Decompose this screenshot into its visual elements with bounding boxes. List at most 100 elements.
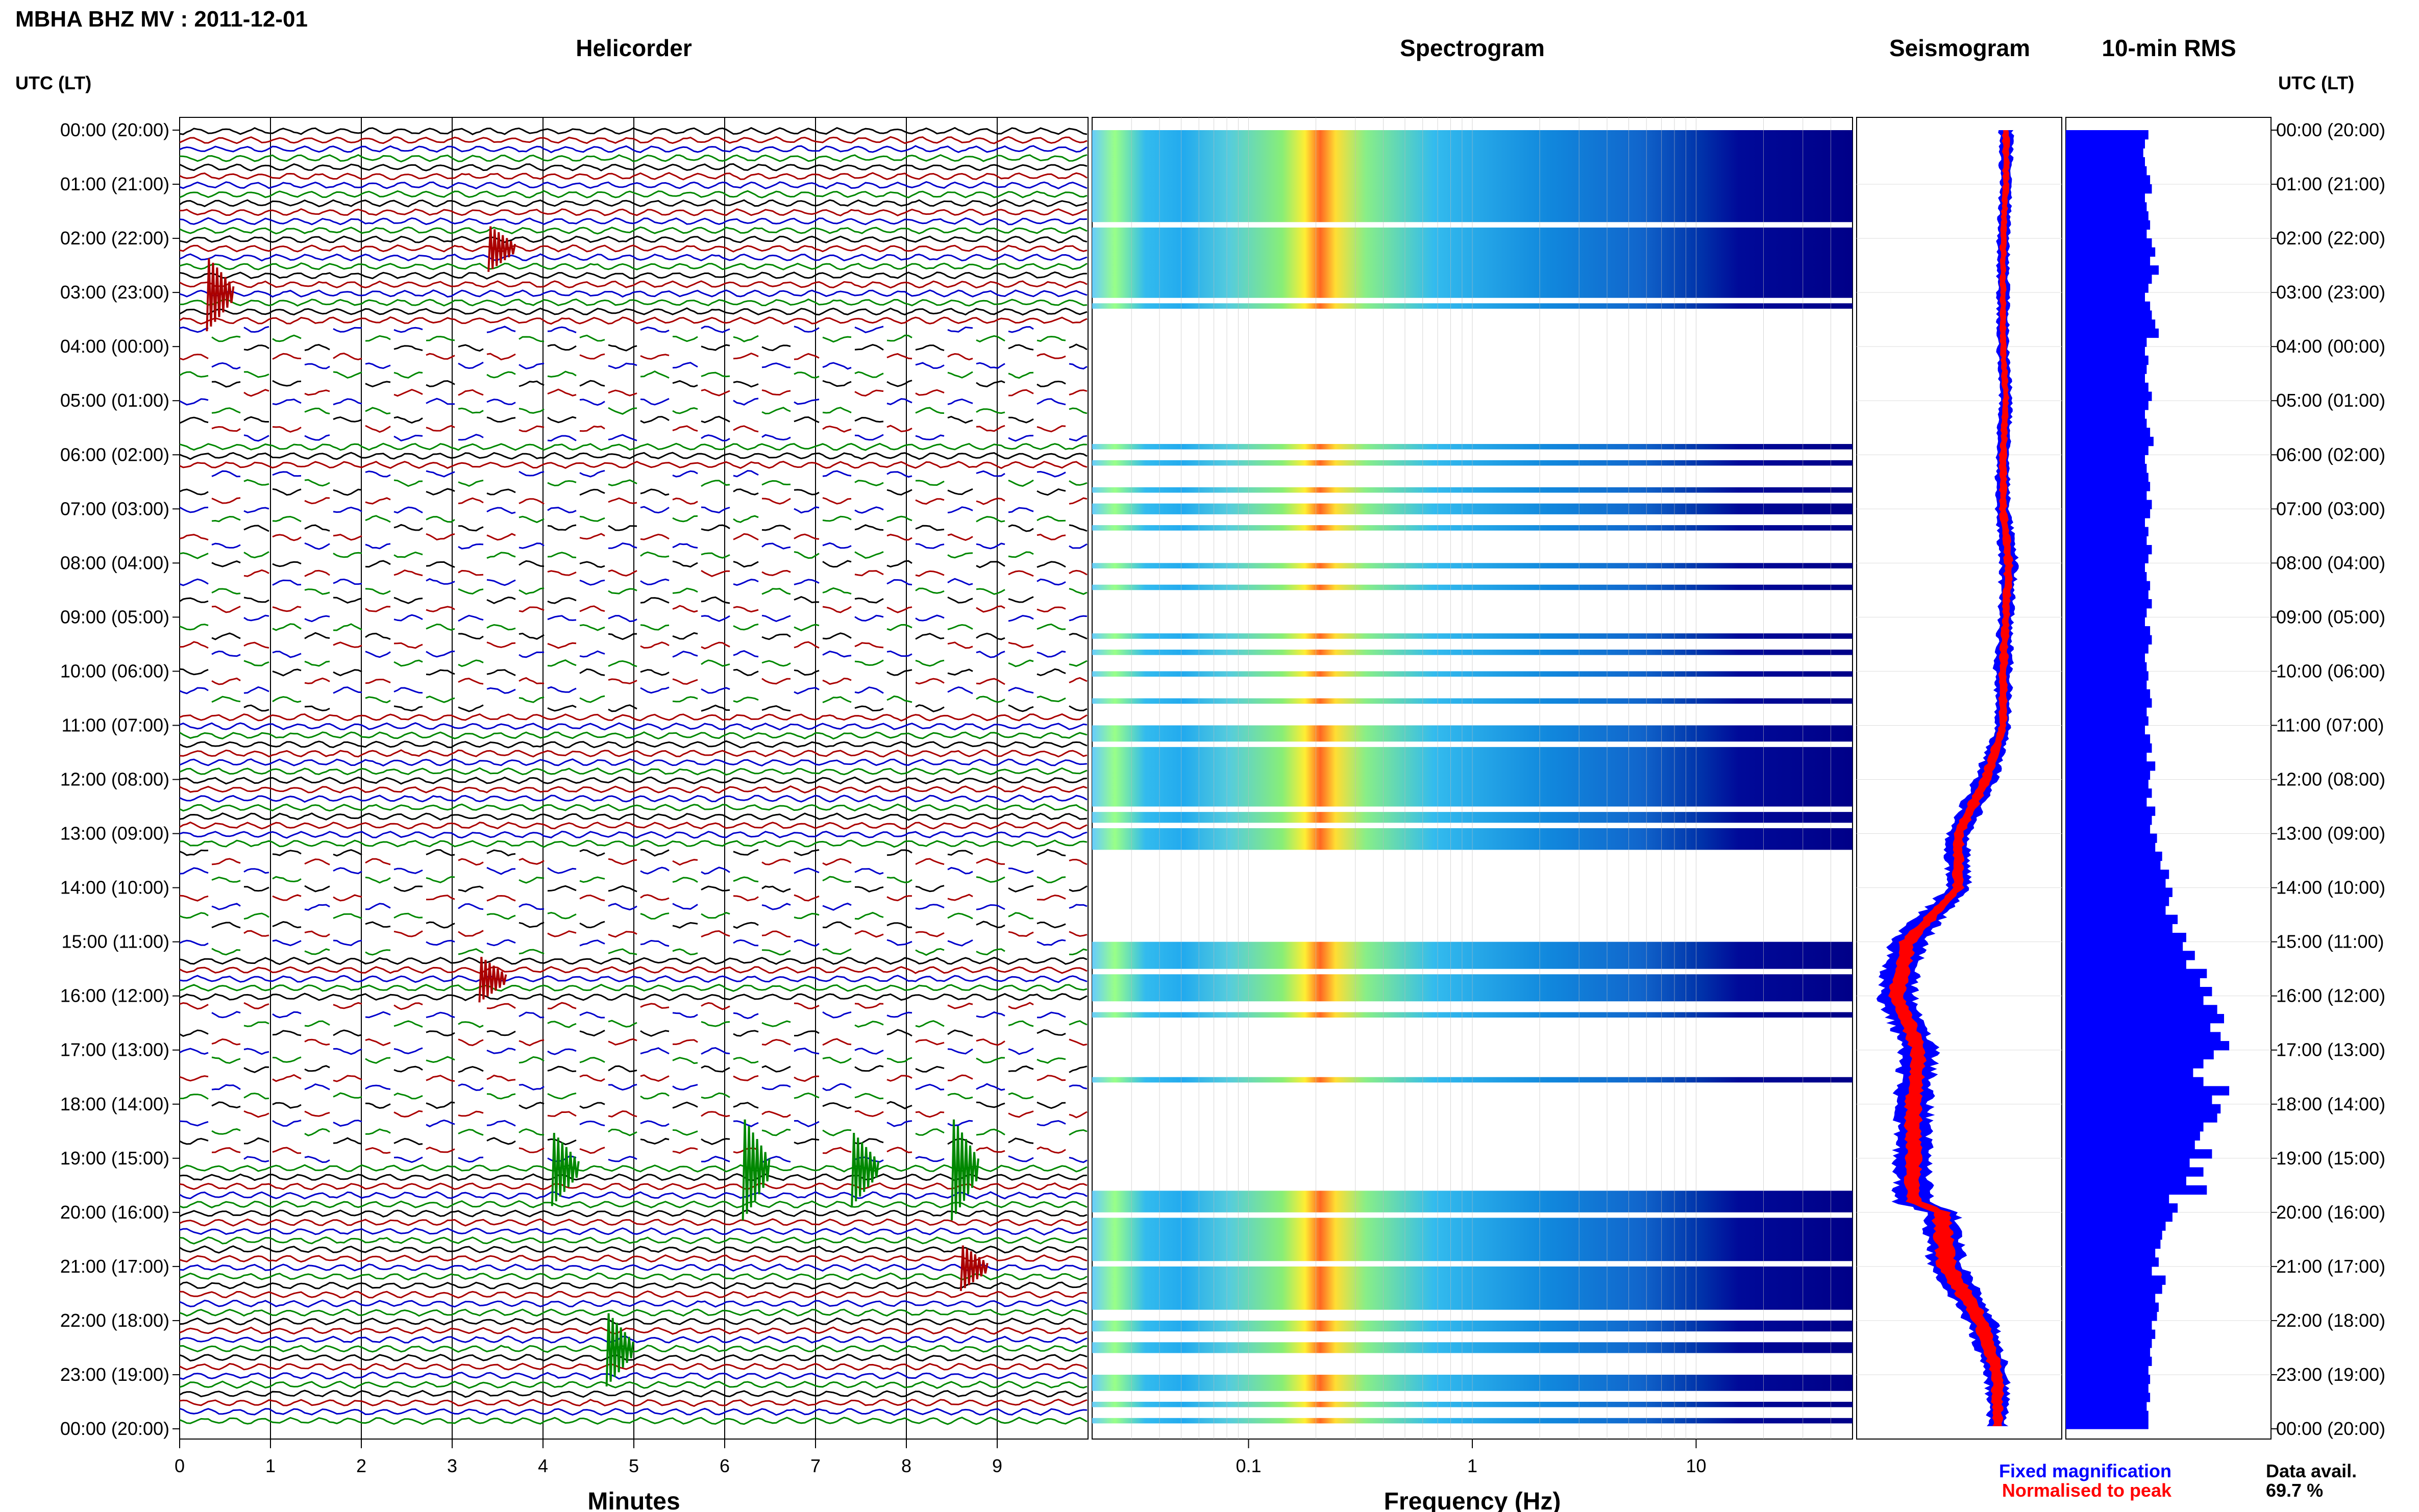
time-label-right: 07:00 (03:00) [2276,498,2385,519]
rms-bar [2066,671,2149,681]
helicorder-trace-row [180,1047,1034,1055]
helicorder-trace-row [180,785,1088,794]
rms-bar [2066,193,2145,203]
rms-bar [2066,897,2169,906]
helicorder-trace-row [211,469,1066,478]
figure-title: MBHA BHZ MV : 2011-12-01 [15,7,308,32]
helicorder-trace-row [180,983,1088,992]
helicorder-trace-row [180,1354,1088,1362]
rms-bar [2066,220,2151,230]
helicorder-trace-row [243,885,1088,893]
rms-bar [2066,536,2147,546]
time-label-right: 23:00 (19:00) [2276,1364,2385,1385]
helicorder-trace-row [180,398,1066,406]
helicorder-trace-row [211,677,1088,685]
helicorder-trace-row [180,795,1088,803]
rms-bar [2066,996,2204,1005]
helicorder-trace-row [180,776,1088,785]
rms-bar [2066,644,2149,654]
rms-bar [2066,1366,2149,1375]
helicorder-trace-row [180,957,1088,965]
rms-bar [2066,148,2143,158]
rms-bar [2066,355,2149,365]
helicorder-trace-row [243,479,1088,487]
rms-bar [2066,175,2151,185]
rms-bar [2066,1014,2224,1024]
helicorder-trace-row [180,803,1088,812]
rms-bar [2066,951,2195,960]
helicorder-trace-row [180,713,1088,722]
helicorder-trace-row [180,839,1088,848]
helicorder-event [951,1119,979,1221]
rms-bar [2066,1122,2204,1132]
rms-bar [2066,346,2145,356]
helicorder-trace-row [180,1236,1088,1245]
rms-bar [2066,905,2166,915]
rms-bar [2066,166,2147,176]
rms-title: 10-min RMS [2102,35,2236,61]
time-label-left: 04:00 (00:00) [60,336,169,357]
rms-bar [2066,1185,2207,1195]
rms-bar [2066,391,2152,401]
helicorder-trace-row [180,1317,1088,1326]
helicorder-trace-row [243,1110,1088,1119]
rms-bar [2066,1293,2156,1303]
helicorder-trace-row [180,1380,1088,1389]
rms-bar [2066,626,2151,636]
rms-bar [2066,1212,2173,1222]
helicorder-trace-row [211,497,1088,505]
time-label-left: 00:00 (20:00) [60,1418,169,1439]
rms-bar [2066,382,2149,392]
rms-bar [2066,914,2178,924]
time-label-right: 08:00 (04:00) [2276,552,2385,573]
helicorder-trace-row [180,830,1088,839]
rms-bar [2066,274,2152,284]
rms-bar [2066,969,2207,978]
rms-bar [2066,752,2147,762]
rms-bar [2066,924,2173,933]
helicorder-trace-row [180,1335,1088,1344]
rms-bar [2066,1266,2152,1276]
spectrogram-xlabel: Frequency (Hz) [1384,1488,1561,1512]
helicorder-trace-row [180,939,1066,947]
time-label-right: 19:00 (15:00) [2276,1148,2385,1169]
legend-normalised-to-peak: Normalised to peak [2002,1480,2172,1501]
helicorder-event [959,1245,989,1291]
rms-bar [2066,139,2145,148]
rms-bar [2066,833,2157,843]
helicorder-trace-row [211,1011,1066,1019]
rms-bar [2066,1203,2178,1213]
rms-bar [2066,1248,2156,1258]
helicorder-trace-row [180,289,1088,298]
rms-bar [2066,482,2151,491]
helicorder-panel: 0 1 2 3 4 5 6 7 8 9 [175,117,1089,1476]
time-label-left: 05:00 (01:00) [60,390,169,411]
time-label-left: 01:00 (21:00) [60,173,169,194]
rms-bar [2066,563,2145,573]
rms-bar [2066,1032,2221,1042]
helicorder-trace-row [180,271,1088,280]
rms-bar [2066,1347,2151,1357]
helicorder-trace-row [243,434,1088,442]
time-label-left: 09:00 (05:00) [60,606,169,627]
helicorder-trace-row [180,1182,1088,1191]
rms-bar [2066,689,2151,699]
time-label-right: 10:00 (06:00) [2276,660,2385,681]
helicorder-trace-row [211,515,1066,524]
rms-bar [2066,229,2147,239]
rms-bar [2066,1221,2166,1231]
rms-bar [2066,779,2149,789]
helicorder-xtick-label: 9 [992,1455,1002,1476]
helicorder-event [487,226,516,272]
helicorder-trace-row [180,208,1088,217]
utc-label-right: UTC (LT) [2278,72,2354,93]
helicorder-trace-row [180,452,1088,460]
rms-bar [2066,815,2152,825]
rms-bar [2066,734,2151,744]
helicorder-event [851,1133,880,1206]
helicorder-trace-row [180,1272,1088,1281]
legend-fixed-magnification: Fixed magnification [1999,1460,2171,1481]
rms-bar [2066,1401,2147,1411]
spectrogram-xtick-label: 10 [1686,1455,1706,1476]
